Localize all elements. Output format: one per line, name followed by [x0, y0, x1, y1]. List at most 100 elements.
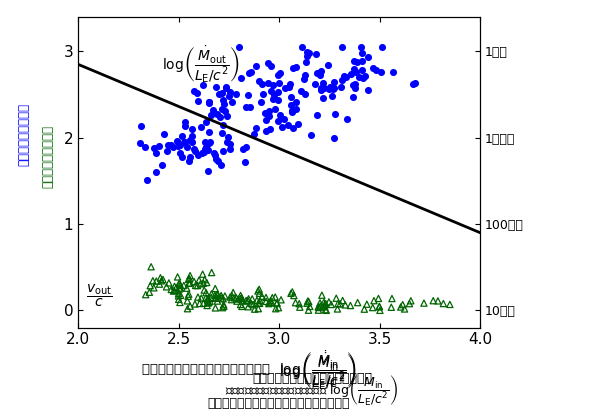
Point [252, 297, 262, 304]
Point [333, 300, 343, 307]
Point [275, 80, 284, 87]
Point [262, 298, 271, 304]
Point [428, 297, 438, 304]
Point [272, 299, 282, 306]
Point [217, 130, 227, 136]
Point [196, 124, 205, 131]
Point [155, 281, 164, 288]
Point [268, 82, 277, 89]
Point [356, 44, 366, 50]
Point [176, 292, 185, 299]
Point [316, 87, 326, 93]
Point [214, 157, 223, 164]
Point [350, 85, 359, 92]
Point [260, 110, 270, 117]
Point [301, 91, 310, 98]
Point [311, 51, 321, 58]
Point [234, 44, 244, 50]
Point [178, 153, 187, 160]
Point [151, 169, 161, 176]
Point [217, 292, 226, 299]
Point [286, 81, 295, 88]
Point [184, 280, 194, 286]
Point [205, 99, 214, 105]
Point [289, 65, 298, 71]
Point [289, 125, 298, 131]
Point [226, 294, 235, 300]
Point [332, 306, 342, 312]
Point [419, 300, 429, 307]
Point [190, 301, 200, 307]
Point [227, 99, 236, 106]
Point [218, 96, 228, 103]
Point [271, 305, 281, 312]
Point [295, 300, 304, 307]
Point [217, 105, 227, 112]
Point [216, 161, 226, 168]
Point [232, 298, 242, 304]
Point [190, 147, 200, 154]
Point [161, 284, 171, 290]
Point [386, 304, 396, 311]
Point [198, 81, 208, 88]
Point [212, 298, 222, 304]
Point [175, 280, 184, 286]
Point [244, 295, 253, 302]
Point [376, 68, 385, 75]
Point [250, 306, 260, 312]
Point [200, 139, 209, 146]
Point [261, 294, 271, 301]
Point [348, 94, 358, 101]
Point [173, 292, 183, 299]
Point [193, 294, 203, 300]
Point [201, 118, 211, 125]
Point [238, 298, 247, 304]
Point [182, 297, 192, 304]
Point [364, 54, 373, 60]
Point [199, 300, 208, 307]
Point [328, 93, 337, 100]
Point [155, 274, 165, 281]
Point [193, 282, 202, 289]
Point [236, 295, 245, 302]
Point [149, 284, 158, 291]
Point [223, 133, 233, 140]
Point [175, 281, 184, 287]
Point [246, 300, 256, 307]
Point [319, 94, 328, 101]
Point [211, 304, 220, 311]
Point [234, 296, 244, 302]
Point [439, 300, 448, 307]
Point [202, 279, 212, 286]
Point [286, 102, 295, 108]
Point [266, 299, 275, 306]
Point [263, 60, 273, 66]
Point [387, 295, 397, 302]
Point [212, 291, 222, 298]
Point [244, 303, 253, 310]
Point [164, 280, 173, 286]
Point [177, 132, 187, 139]
Point [218, 304, 227, 311]
Point [185, 303, 195, 310]
Point [329, 85, 338, 92]
Point [205, 139, 215, 145]
Point [396, 304, 406, 310]
Point [151, 150, 160, 156]
Point [187, 126, 196, 132]
Point [176, 142, 185, 148]
Point [227, 292, 237, 299]
Point [338, 297, 347, 304]
Point [307, 132, 316, 139]
Point [357, 57, 367, 64]
Point [210, 151, 220, 158]
Point [170, 283, 179, 290]
Point [251, 63, 260, 70]
Point [250, 130, 259, 137]
Point [322, 307, 331, 314]
Point [206, 294, 216, 301]
Point [184, 293, 193, 300]
Point [256, 99, 266, 105]
Point [199, 280, 208, 286]
Point [176, 285, 185, 291]
